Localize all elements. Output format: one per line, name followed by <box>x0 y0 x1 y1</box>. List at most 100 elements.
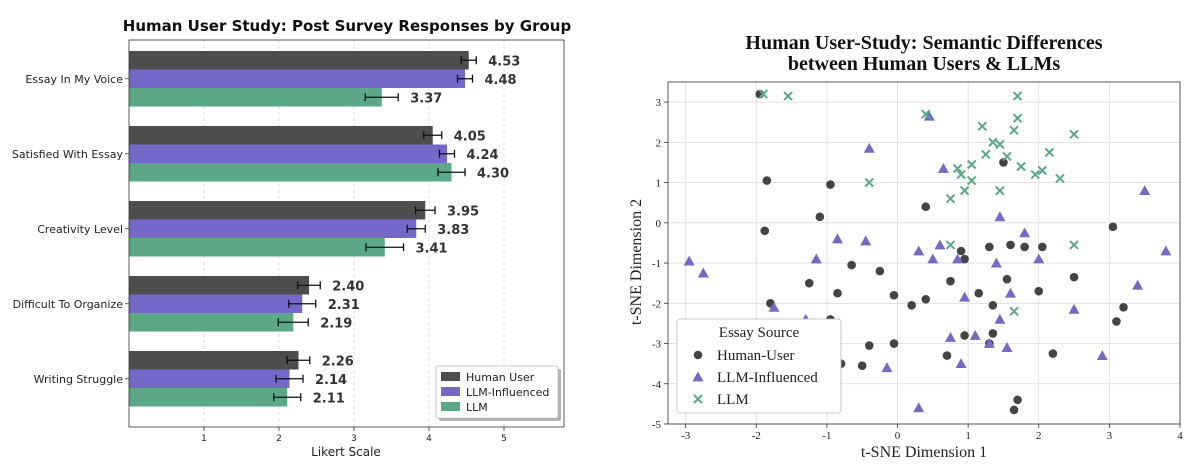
scatter-point <box>983 338 995 348</box>
bar-category-label: Creativity Level <box>37 223 123 236</box>
legend-label: LLM <box>466 401 488 414</box>
bar <box>129 144 447 163</box>
scatter-point <box>934 239 946 250</box>
bar-value-label: 3.41 <box>416 241 448 256</box>
scatter-point <box>1001 342 1013 352</box>
legend-marker <box>693 350 703 360</box>
legend-marker <box>693 394 703 404</box>
bar-value-label: 2.14 <box>315 373 347 388</box>
scatter-point <box>921 109 931 119</box>
scatter-point <box>952 253 964 264</box>
scatter-point <box>952 163 963 174</box>
scatter-point <box>810 253 822 264</box>
scatter-ylabel: t-SNE Dimension 2 <box>628 199 645 325</box>
bar <box>129 51 469 70</box>
scatter-point <box>1044 147 1055 158</box>
scatter-ytick-label: 1 <box>656 178 662 190</box>
bar-value-label: 2.31 <box>328 298 360 313</box>
scatter-point <box>1020 242 1029 252</box>
bar <box>129 201 426 220</box>
scatter-xlabel: t-SNE Dimension 1 <box>861 444 987 461</box>
scatter-ytick-label: -5 <box>652 419 662 431</box>
scatter-point <box>1068 303 1080 314</box>
scatter-point <box>1002 274 1012 284</box>
legend-marker <box>692 371 704 382</box>
scatter-point <box>758 89 769 99</box>
scatter-point <box>994 211 1006 222</box>
scatter-xtick-label: 2 <box>1036 430 1042 442</box>
bar-chart-legend: Human User LLM-Influenced LLM <box>435 365 561 421</box>
scatter-point <box>889 290 899 300</box>
scatter-point <box>955 358 967 369</box>
scatter-point <box>1019 227 1031 238</box>
bar-value-label: 4.05 <box>454 129 486 144</box>
scatter-point <box>804 278 814 288</box>
scatter-point <box>1009 306 1019 317</box>
scatter-point <box>1069 272 1079 282</box>
scatter-xtick-label: 1 <box>965 430 971 442</box>
scatter-point <box>1112 317 1121 326</box>
scatter-point <box>1096 350 1108 360</box>
scatter-point <box>945 193 956 204</box>
bar <box>129 163 452 182</box>
scatter-point <box>1069 129 1079 140</box>
scatter-point <box>990 257 1002 268</box>
scatter-point <box>826 180 835 189</box>
scatter-point <box>974 288 984 298</box>
bar-xtick-label: 5 <box>501 434 507 444</box>
scatter-point <box>1030 169 1040 180</box>
bar-xtick-label: 3 <box>351 434 357 444</box>
bar <box>129 276 309 295</box>
scatter-ytick-label: -4 <box>652 379 662 391</box>
legend-box <box>676 318 842 414</box>
scatter-point <box>1012 91 1023 101</box>
scatter-point <box>1108 222 1118 232</box>
scatter-point <box>815 212 825 222</box>
scatter-plot-frame <box>667 81 1181 425</box>
scatter-legend: Essay Source Human-User LLM-Influenced LLM <box>676 318 842 414</box>
scatter-point <box>864 177 874 188</box>
scatter-point <box>1002 151 1012 162</box>
scatter-point <box>762 176 772 185</box>
bar-value-label: 2.19 <box>320 316 352 331</box>
bar <box>129 388 288 407</box>
bar-value-label: 2.40 <box>332 279 364 294</box>
scatter-point <box>988 301 998 310</box>
scatter-point <box>921 294 931 304</box>
bar-xtick-label: 2 <box>276 434 282 444</box>
scatter-point <box>1013 395 1022 405</box>
legend-swatch <box>441 387 460 396</box>
scatter-xtick-label: -1 <box>822 430 831 442</box>
scatter-point <box>966 175 977 186</box>
scatter-title-line-1: Human User-Study: Semantic Differences <box>745 32 1102 54</box>
bar-value-label: 4.30 <box>477 166 509 181</box>
scatter-point <box>1069 240 1079 250</box>
scatter-point <box>995 185 1005 196</box>
scatter-point <box>946 276 955 286</box>
scatter-point <box>923 110 935 121</box>
scatter-point <box>988 329 998 338</box>
scatter-point <box>956 169 966 180</box>
scatter-point <box>1005 287 1017 298</box>
scatter-point <box>985 242 994 252</box>
scatter-ytick-label: 0 <box>656 218 662 230</box>
legend-label: LLM <box>717 392 749 408</box>
scatter-point <box>927 253 939 264</box>
bar-value-label: 3.37 <box>410 91 442 106</box>
scatter-point <box>913 402 925 413</box>
bar <box>129 69 465 88</box>
scatter-point <box>913 245 925 256</box>
scatter-point <box>1048 349 1058 358</box>
scatter-point <box>1033 253 1045 264</box>
bar-plot-frame <box>128 39 565 428</box>
bar <box>129 219 417 238</box>
legend-label: LLM-Influenced <box>717 370 818 386</box>
bar-category-label: Writing Struggle <box>34 373 124 386</box>
scatter-point <box>1160 245 1172 256</box>
scatter-xtick-label: 0 <box>895 430 901 442</box>
legend-swatch <box>441 372 460 381</box>
scatter-point <box>860 235 872 246</box>
scatter-point <box>937 163 949 173</box>
scatter-xtick-label: 4 <box>1177 430 1183 442</box>
